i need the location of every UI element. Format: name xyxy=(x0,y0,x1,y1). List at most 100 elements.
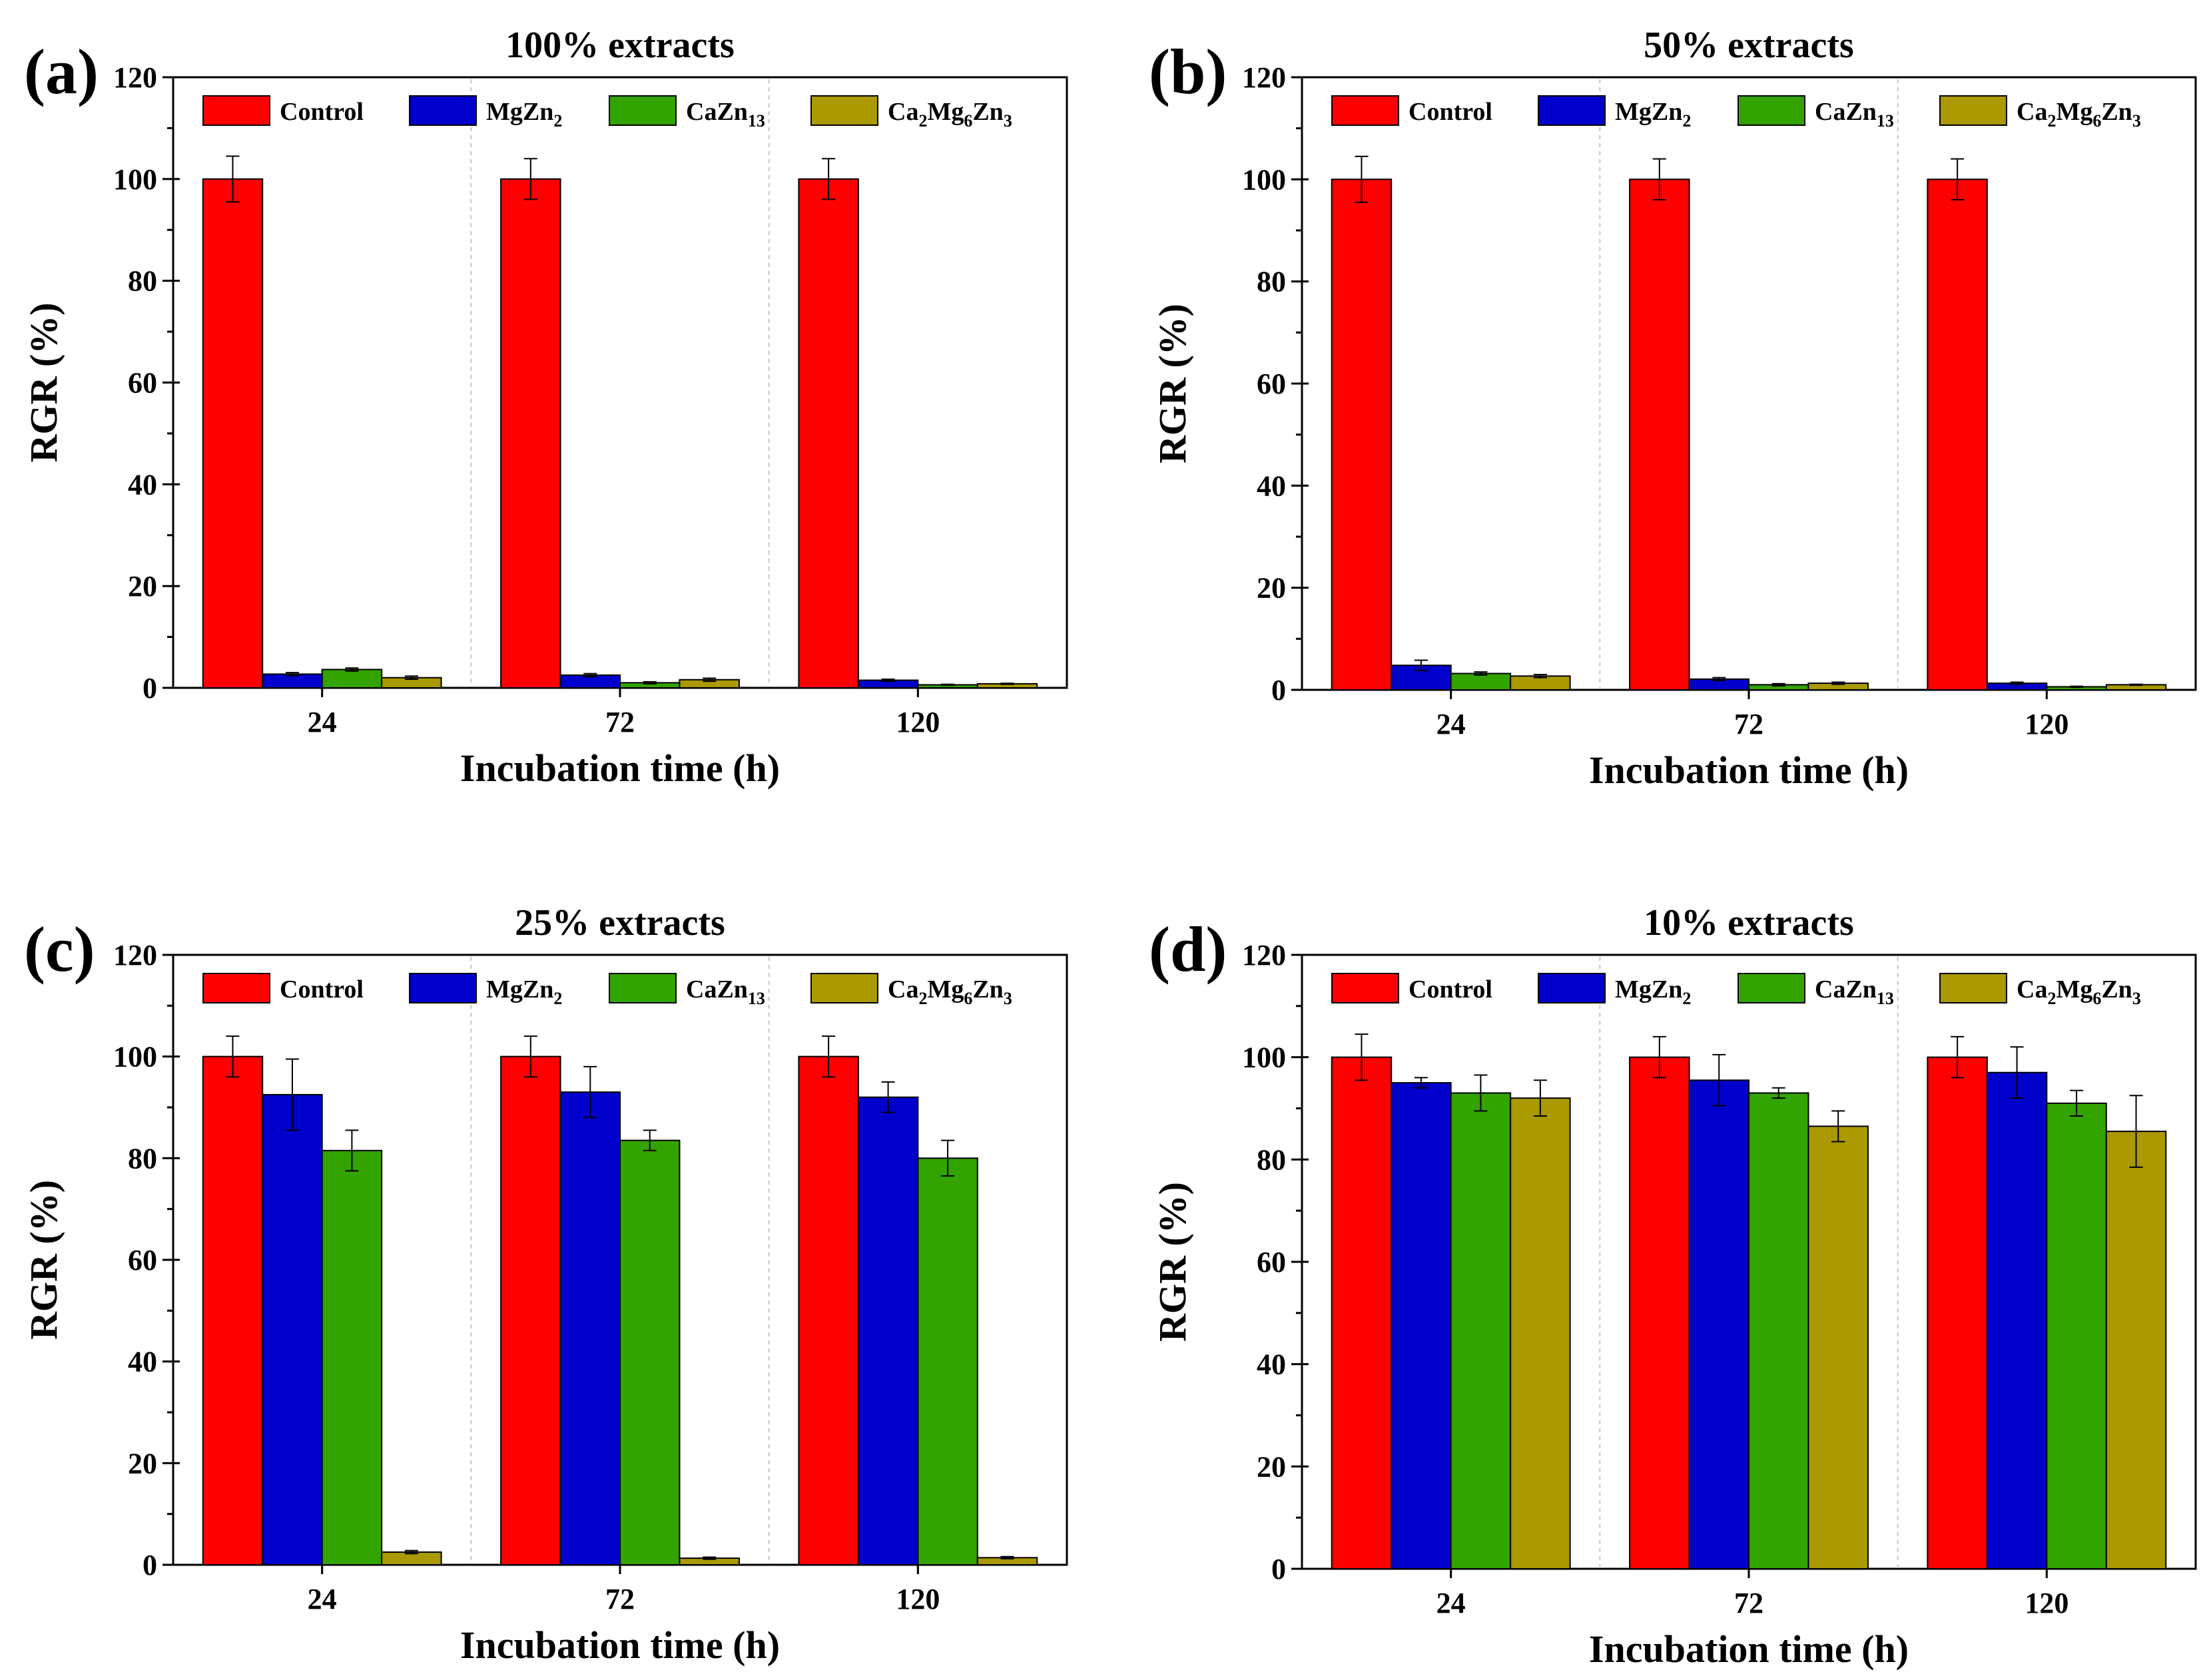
x-tick-label: 120 xyxy=(896,1583,940,1615)
bar-control-120 xyxy=(798,178,859,689)
legend-label-cazn13: CaZn13 xyxy=(686,976,765,1008)
bar-cazn13-24 xyxy=(1450,673,1512,691)
x-tick-label: 24 xyxy=(308,1583,337,1615)
legend-swatch-control xyxy=(1331,973,1399,1003)
bar-mgzn2-72 xyxy=(559,1091,621,1565)
legend-label-control: Control xyxy=(1409,976,1492,1003)
y-axis-label: RGR (%) xyxy=(22,302,65,462)
y-tick-label: 100 xyxy=(1242,1041,1286,1074)
x-axis-label: Incubation time (h) xyxy=(1589,748,1909,792)
legend-swatch-control xyxy=(202,973,270,1003)
bar-control-72 xyxy=(500,1055,561,1565)
y-tick-label: 80 xyxy=(128,265,157,298)
y-tick-label: 80 xyxy=(1257,1143,1286,1176)
x-tick-label: 120 xyxy=(2025,1587,2068,1619)
legend-swatch-ca2mg6zn3 xyxy=(810,95,878,126)
legend-swatch-ca2mg6zn3 xyxy=(1939,95,2007,126)
y-tick-label: 40 xyxy=(1257,1348,1286,1381)
bar-cazn13-24 xyxy=(321,669,383,689)
y-tick-label: 0 xyxy=(143,672,157,704)
bar-mgzn2-24 xyxy=(262,1093,323,1565)
legend-label-mgzn2: MgZn2 xyxy=(486,98,562,131)
legend-label-mgzn2: MgZn2 xyxy=(486,976,562,1008)
x-axis-label: Incubation time (h) xyxy=(460,746,780,790)
y-tick-label: 80 xyxy=(1257,266,1286,298)
y-tick-label: 20 xyxy=(128,570,157,603)
y-tick-label: 20 xyxy=(1257,1450,1286,1483)
chart-panel-2: (b) 50% extracts 0 20 40 60 80 100 120 24 72 120 Inc… xyxy=(1149,25,2197,792)
panel-label: (a) xyxy=(24,36,99,107)
chart-panel-1: (a) 100% extracts 0 20 40 60 80 100 120 24 72 120 In… xyxy=(22,25,1068,790)
x-axis-label: Incubation time (h) xyxy=(1589,1627,1909,1671)
bar-mgzn2-120 xyxy=(1986,1071,2048,1569)
plot-frame xyxy=(1301,76,2197,691)
legend-label-mgzn2: MgZn2 xyxy=(1615,976,1691,1008)
panel-label: (c) xyxy=(24,914,95,985)
bar-control-72 xyxy=(1629,178,1690,691)
bar-control-24 xyxy=(1331,178,1393,691)
y-axis-label: RGR (%) xyxy=(1151,304,1194,463)
y-tick-label: 60 xyxy=(1257,1246,1286,1278)
legend-label-control: Control xyxy=(280,98,364,126)
legend-label-cazn13: CaZn13 xyxy=(1815,98,1894,131)
x-tick-label: 120 xyxy=(2025,708,2068,740)
chart-title: 50% extracts xyxy=(1644,25,1854,66)
plot-frame xyxy=(172,76,1068,689)
x-tick-label: 120 xyxy=(896,706,940,738)
x-tick-label: 72 xyxy=(1734,708,1763,740)
y-tick-label: 60 xyxy=(128,367,157,400)
legend-label-ca2mg6zn3: Ca2Mg6Zn3 xyxy=(888,98,1012,131)
panel-label: (d) xyxy=(1149,914,1227,985)
y-tick-label: 0 xyxy=(1271,674,1286,706)
legend-label-ca2mg6zn3: Ca2Mg6Zn3 xyxy=(888,976,1012,1008)
legend-swatch-control xyxy=(1331,95,1399,126)
y-tick-label: 120 xyxy=(113,939,157,972)
bar-ca2mg6zn3-120 xyxy=(2105,1131,2167,1569)
legend-swatch-mgzn2 xyxy=(409,95,477,126)
legend-swatch-cazn13 xyxy=(1737,95,1805,126)
x-tick-label: 24 xyxy=(308,706,337,738)
legend-swatch-mgzn2 xyxy=(409,973,477,1003)
legend-label-mgzn2: MgZn2 xyxy=(1615,98,1691,131)
y-axis-label: RGR (%) xyxy=(1151,1182,1194,1342)
x-tick-label: 24 xyxy=(1436,1587,1466,1619)
legend-swatch-ca2mg6zn3 xyxy=(1939,973,2007,1003)
y-tick-label: 120 xyxy=(113,61,157,94)
bar-cazn13-72 xyxy=(619,1139,681,1566)
chart-title: 25% extracts xyxy=(515,902,725,944)
chart-title: 100% extracts xyxy=(505,25,735,66)
bar-control-24 xyxy=(202,1055,264,1565)
bar-control-72 xyxy=(1629,1056,1690,1569)
bar-control-24 xyxy=(1331,1056,1393,1569)
legend-label-ca2mg6zn3: Ca2Mg6Zn3 xyxy=(2017,976,2141,1008)
x-tick-label: 24 xyxy=(1436,708,1466,740)
bar-cazn13-120 xyxy=(917,1157,978,1566)
bar-mgzn2-24 xyxy=(1391,1082,1452,1570)
bar-control-120 xyxy=(798,1055,859,1565)
legend-swatch-cazn13 xyxy=(609,95,677,126)
y-axis-label: RGR (%) xyxy=(22,1180,65,1340)
chart-title: 10% extracts xyxy=(1644,902,1854,944)
y-tick-label: 20 xyxy=(128,1447,157,1480)
x-tick-label: 72 xyxy=(605,706,635,738)
bar-cazn13-24 xyxy=(1450,1092,1512,1569)
bar-control-120 xyxy=(1927,178,1988,691)
bar-cazn13-72 xyxy=(1748,1092,1809,1569)
bar-cazn13-120 xyxy=(2046,1102,2107,1569)
x-tick-label: 72 xyxy=(1734,1587,1763,1619)
y-tick-label: 60 xyxy=(1257,368,1286,400)
legend-swatch-mgzn2 xyxy=(1538,973,1606,1003)
y-tick-label: 20 xyxy=(1257,572,1286,605)
bar-control-24 xyxy=(202,178,264,689)
legend-label-control: Control xyxy=(1409,98,1492,126)
legend-swatch-cazn13 xyxy=(1737,973,1805,1003)
bar-mgzn2-120 xyxy=(857,1096,919,1565)
legend-label-cazn13: CaZn13 xyxy=(1815,976,1894,1008)
panel-label: (b) xyxy=(1149,36,1227,107)
chart-panel-4: (d) 10% extracts 0 20 40 60 80 100 120 24 72 120 Inc… xyxy=(1149,902,2197,1671)
legend-label-cazn13: CaZn13 xyxy=(686,98,765,131)
x-axis-label: Incubation time (h) xyxy=(460,1623,780,1667)
y-tick-label: 40 xyxy=(128,468,157,501)
y-tick-label: 0 xyxy=(1271,1553,1286,1585)
